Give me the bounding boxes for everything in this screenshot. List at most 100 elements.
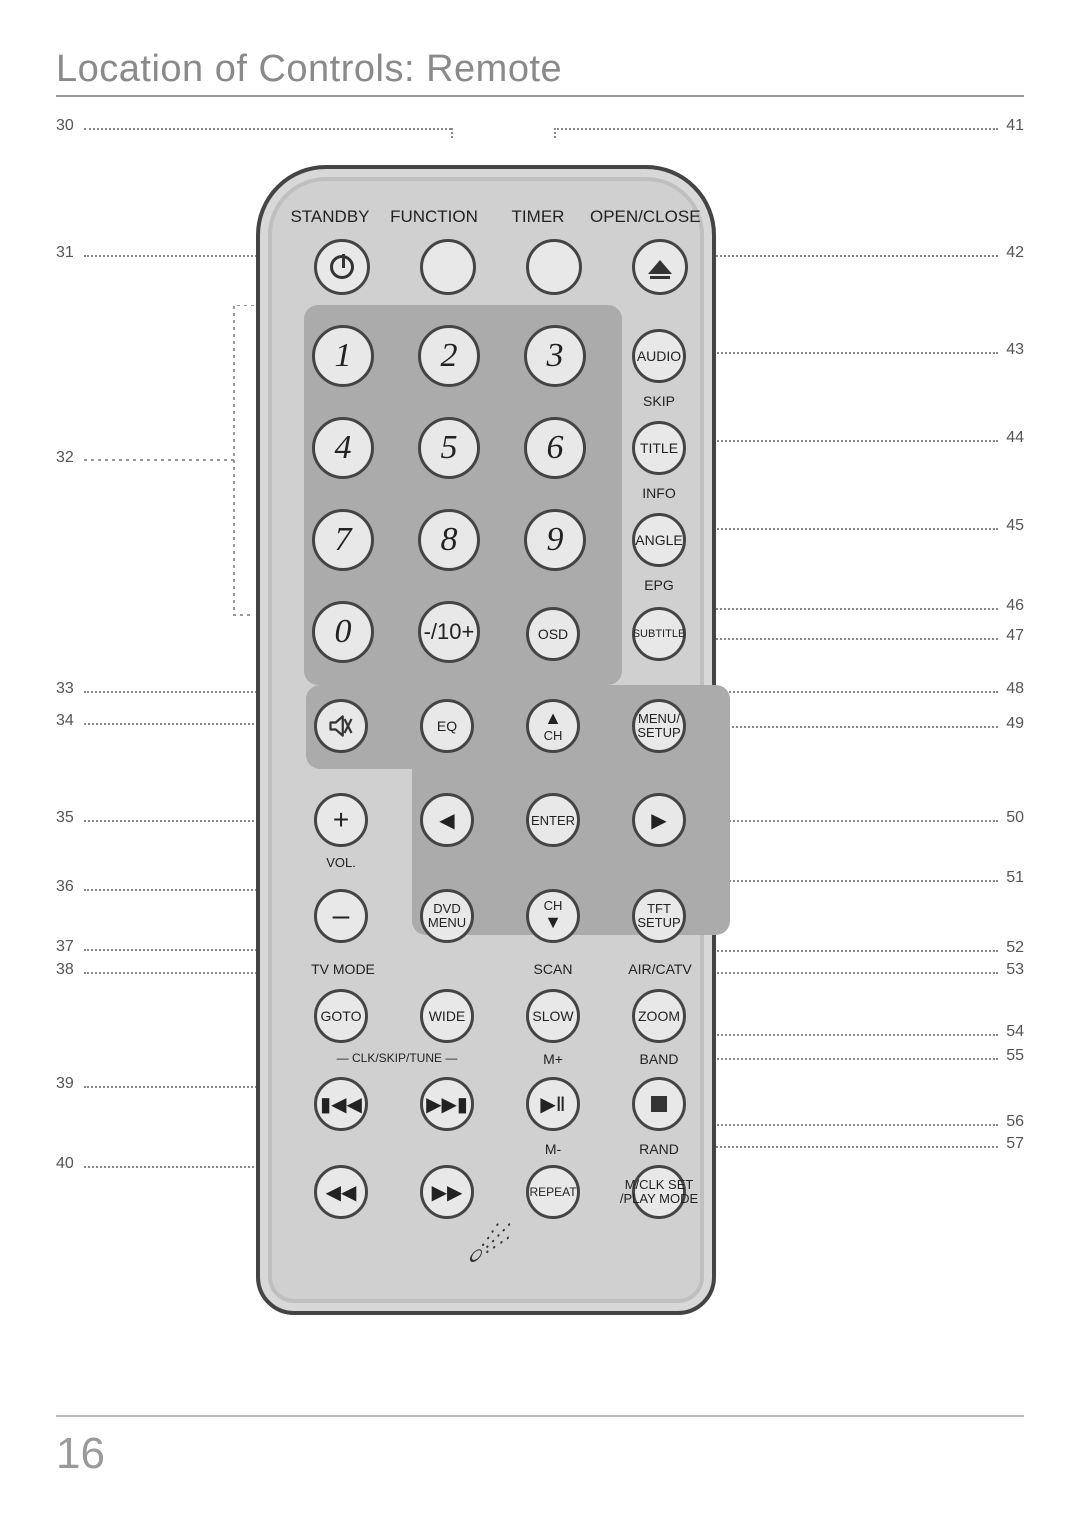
callout-57: 57 [1006,1135,1024,1153]
lbl-function: FUNCTION [382,207,486,235]
osd-button[interactable]: OSD [526,607,580,661]
play-pause-icon: ▶Ⅱ [540,1092,565,1117]
lbl-clkskiptune: — CLK/SKIP/TUNE — [304,1051,490,1065]
skip-prev-icon: ▮◀◀ [320,1092,362,1117]
lbl-aircatv: AIR/CATV [618,961,702,977]
page-title-wrap: Location of Controls: Remote [56,48,1024,97]
callout-40: 40 [56,1155,74,1173]
title-button[interactable]: TITLE [632,421,686,475]
angle-button[interactable]: ANGLE [632,513,686,567]
mute-button[interactable] [314,699,368,753]
prev-button[interactable]: ▮◀◀ [314,1077,368,1131]
lbl-vol: VOL. [314,855,368,870]
page-number: 16 [56,1429,105,1479]
brand-logo-icon: ☄ [466,1222,505,1273]
lbl-timer: TIMER [486,207,590,235]
remote-body: STANDBY FUNCTION TIMER OPEN/CLOSE 1 2 3 … [256,165,716,1315]
vol-plus-button[interactable]: + [314,793,368,847]
callout-34: 34 [56,712,74,730]
next-button[interactable]: ▶▶▮ [420,1077,474,1131]
ch-down-button[interactable]: CH▼ [526,889,580,943]
menu-setup-button[interactable]: MENU/ SETUP [632,699,686,753]
mute-icon [327,712,355,740]
digit-4-button[interactable]: 4 [312,417,374,479]
arrow-up-icon: ▲ [544,708,562,728]
digit-8-button[interactable]: 8 [418,509,480,571]
slow-button[interactable]: SLOW [526,989,580,1043]
callout-39: 39 [56,1075,74,1093]
enter-button[interactable]: ENTER [526,793,580,847]
nav-left-button[interactable]: ◀ [420,793,474,847]
nav-right-button[interactable]: ▶ [632,793,686,847]
dvd-menu-button[interactable]: DVD MENU [420,889,474,943]
rewind-button[interactable]: ◀◀ [314,1165,368,1219]
power-icon [330,255,354,279]
eject-icon [648,260,672,274]
lbl-standby: STANDBY [278,207,382,235]
arrow-down-icon: ▼ [544,912,562,932]
callout-54: 54 [1006,1023,1024,1041]
vol-minus-button[interactable]: – [314,889,368,943]
remote-diagram: 30 31 32 33 34 35 36 37 38 39 40 41 [56,115,1024,1355]
callout-45: 45 [1006,517,1024,535]
callout-35: 35 [56,809,74,827]
top-row-labels: STANDBY FUNCTION TIMER OPEN/CLOSE [278,207,694,235]
callout-50: 50 [1006,809,1024,827]
lbl-rand: RAND [632,1141,686,1157]
lbl-mplus: M+ [526,1051,580,1067]
stop-icon [651,1096,667,1112]
lbl-scan: SCAN [526,961,580,977]
callout-44: 44 [1006,429,1024,447]
standby-button[interactable] [314,239,370,295]
audio-button[interactable]: AUDIO [632,329,686,383]
callout-55: 55 [1006,1047,1024,1065]
zoom-button[interactable]: ZOOM [632,989,686,1043]
subtitle-button[interactable]: SUBTITLE [632,607,686,661]
rewind-icon: ◀◀ [326,1180,357,1205]
digit-5-button[interactable]: 5 [418,417,480,479]
lead-30 [84,128,451,130]
digit-6-button[interactable]: 6 [524,417,586,479]
digit-0-button[interactable]: 0 [312,601,374,663]
callout-38: 38 [56,961,74,979]
tft-setup-button[interactable]: TFT SETUP [632,889,686,943]
function-button[interactable] [420,239,476,295]
eq-button[interactable]: EQ [420,699,474,753]
ch-up-button[interactable]: ▲CH [526,699,580,753]
skip-next-icon: ▶▶▮ [426,1092,468,1117]
wide-button[interactable]: WIDE [420,989,474,1043]
arrow-left-icon: ◀ [439,808,454,833]
repeat-button[interactable]: REPEAT [526,1165,580,1219]
callout-41: 41 [1006,117,1024,135]
ten-plus-button[interactable]: -/10+ [418,601,480,663]
digit-9-button[interactable]: 9 [524,509,586,571]
callout-37: 37 [56,938,74,956]
callout-33: 33 [56,680,74,698]
arrow-right-icon: ▶ [651,808,666,833]
callout-30: 30 [56,117,74,135]
timer-button[interactable] [526,239,582,295]
digit-7-button[interactable]: 7 [312,509,374,571]
callout-49: 49 [1006,715,1024,733]
stop-button[interactable] [632,1077,686,1131]
callout-48: 48 [1006,680,1024,698]
callout-53: 53 [1006,961,1024,979]
footer-rule [56,1415,1024,1417]
mclkset-button[interactable]: M/CLK SET /PLAY MODE [632,1165,686,1219]
lbl-openclose: OPEN/CLOSE [590,207,694,235]
digit-2-button[interactable]: 2 [418,325,480,387]
lbl-mminus: M- [526,1141,580,1157]
open-close-button[interactable] [632,239,688,295]
lbl-info: INFO [632,485,686,501]
page-title: Location of Controls: Remote [56,48,1024,91]
ffwd-icon: ▶▶ [432,1180,463,1205]
ffwd-button[interactable]: ▶▶ [420,1165,474,1219]
play-pause-button[interactable]: ▶Ⅱ [526,1077,580,1131]
goto-button[interactable]: GOTO [314,989,368,1043]
digit-1-button[interactable]: 1 [312,325,374,387]
digit-3-button[interactable]: 3 [524,325,586,387]
lbl-band: BAND [632,1051,686,1067]
callout-52: 52 [1006,939,1024,957]
callout-31: 31 [56,244,74,262]
callout-56: 56 [1006,1113,1024,1131]
